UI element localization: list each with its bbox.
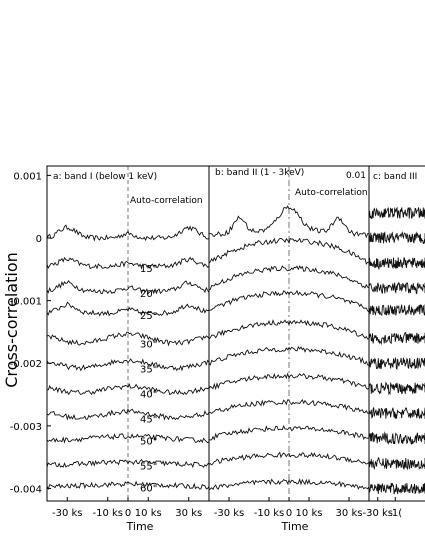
- panel-b-series-line: [208, 205, 370, 239]
- panel-c: c: band III -30 ks-1(: [362, 165, 425, 519]
- panel-a-series-line: [46, 458, 210, 469]
- panel-b-series-line: [208, 237, 370, 265]
- panel-c-series-line: [368, 431, 425, 445]
- y-tick-label: -0.004: [10, 484, 42, 495]
- y-tick-label: 0: [36, 234, 42, 245]
- separation-label: 45": [140, 414, 157, 425]
- panel-c-series-line: [368, 406, 425, 420]
- y-axis-label: Cross-correlation: [2, 252, 21, 387]
- separation-label: 50": [140, 436, 157, 447]
- x-tick-label: -10 ks: [92, 508, 123, 519]
- separation-label: 55": [140, 461, 157, 472]
- panel-a: a: band I (below 1 keV) Auto-correlation…: [46, 165, 210, 533]
- panel-a-series-line: [46, 331, 210, 347]
- panel-c-series-line: [368, 281, 425, 295]
- panel-a-x-label: Time: [126, 520, 154, 533]
- panel-c-series-line: [368, 304, 425, 317]
- x-tick-label: -1(: [388, 508, 402, 519]
- panel-c-series-line: [368, 456, 425, 471]
- separation-label: 15": [140, 264, 157, 275]
- y-tick-label: 0.001: [13, 171, 42, 182]
- panel-c-series-line: [368, 257, 425, 271]
- panel-b-corner-tick: 0.01: [346, 171, 366, 181]
- panel-c-x-axis: -30 ks-1(: [362, 497, 402, 519]
- panel-b-x-axis: -30 ks -10 ks 0 10 ks 30 ks: [214, 497, 363, 519]
- x-tick-label: -30 ks: [362, 508, 393, 519]
- panel-a-series-line: [46, 408, 210, 421]
- panel-a-series-line: [46, 256, 210, 270]
- x-tick-label: 10 ks: [296, 508, 323, 519]
- panel-c-series-line: [368, 231, 425, 245]
- panel-a-series-line: [46, 358, 210, 372]
- panel-b-auto-label: Auto-correlation: [295, 188, 368, 198]
- panel-c-curves: [368, 206, 425, 495]
- x-tick-label: 30 ks: [336, 508, 363, 519]
- panel-a-series-line: [46, 224, 210, 242]
- panel-b-series-line: [208, 372, 370, 391]
- x-tick-label: 10 ks: [135, 508, 162, 519]
- separation-label: 35": [140, 364, 157, 375]
- panel-b-label: b: band II (1 - 3keV): [215, 168, 304, 178]
- panel-b: b: band II (1 - 3keV) 0.01 Auto-correlat…: [208, 165, 370, 533]
- x-tick-label: 0: [286, 508, 292, 519]
- x-tick-label: 0: [125, 508, 131, 519]
- panel-a-x-axis: -30 ks -10 ks 0 10 ks 30 ks: [52, 497, 202, 519]
- y-tick-label: -0.003: [10, 422, 42, 433]
- panel-c-frame: [368, 165, 425, 502]
- x-tick-label: -10 ks: [254, 508, 285, 519]
- panel-b-series-line: [208, 398, 370, 414]
- panel-b-series-line: [208, 265, 370, 290]
- x-tick-label: 30 ks: [175, 508, 202, 519]
- y-axis: 0.001 0 -0.001 -0.002 -0.003 -0.004: [10, 171, 51, 495]
- panel-b-series-line: [208, 477, 370, 491]
- panel-b-series-line: [208, 424, 370, 441]
- panel-b-curves: [208, 205, 370, 491]
- separation-label: 20": [140, 289, 157, 300]
- x-tick-label: -30 ks: [214, 508, 245, 519]
- separation-label: 40": [140, 389, 157, 400]
- panel-b-series-line: [208, 451, 370, 466]
- panel-c-series-line: [368, 332, 425, 346]
- panel-c-series-line: [368, 381, 425, 396]
- panel-a-series-line: [46, 480, 210, 491]
- separation-label: 30": [140, 339, 157, 350]
- separation-label: 25": [140, 311, 157, 322]
- panel-a-curves: 15" 20" 25" 30" 35" 40" 45" 50" 55" 60": [46, 224, 210, 494]
- separation-label: 60": [140, 483, 157, 494]
- panel-b-series-line: [208, 345, 370, 366]
- panel-b-x-label: Time: [281, 520, 309, 533]
- panel-a-auto-label: Auto-correlation: [130, 196, 203, 206]
- panel-a-label: a: band I (below 1 keV): [53, 172, 157, 182]
- panel-b-series-line: [208, 319, 370, 340]
- x-tick-label: -30 ks: [52, 508, 83, 519]
- y-tick-label: -0.001: [10, 297, 42, 308]
- panel-a-series-line: [46, 383, 210, 396]
- panel-c-series-line: [368, 482, 425, 495]
- panel-a-series-line: [46, 279, 210, 295]
- panel-a-series-line: [46, 301, 210, 317]
- panel-c-series-line: [368, 356, 425, 370]
- y-tick-label: -0.002: [10, 359, 42, 370]
- panel-c-label: c: band III: [373, 172, 417, 182]
- panel-a-series-line: [46, 433, 210, 444]
- panel-c-series-line: [368, 206, 425, 220]
- panel-b-series-line: [209, 289, 370, 313]
